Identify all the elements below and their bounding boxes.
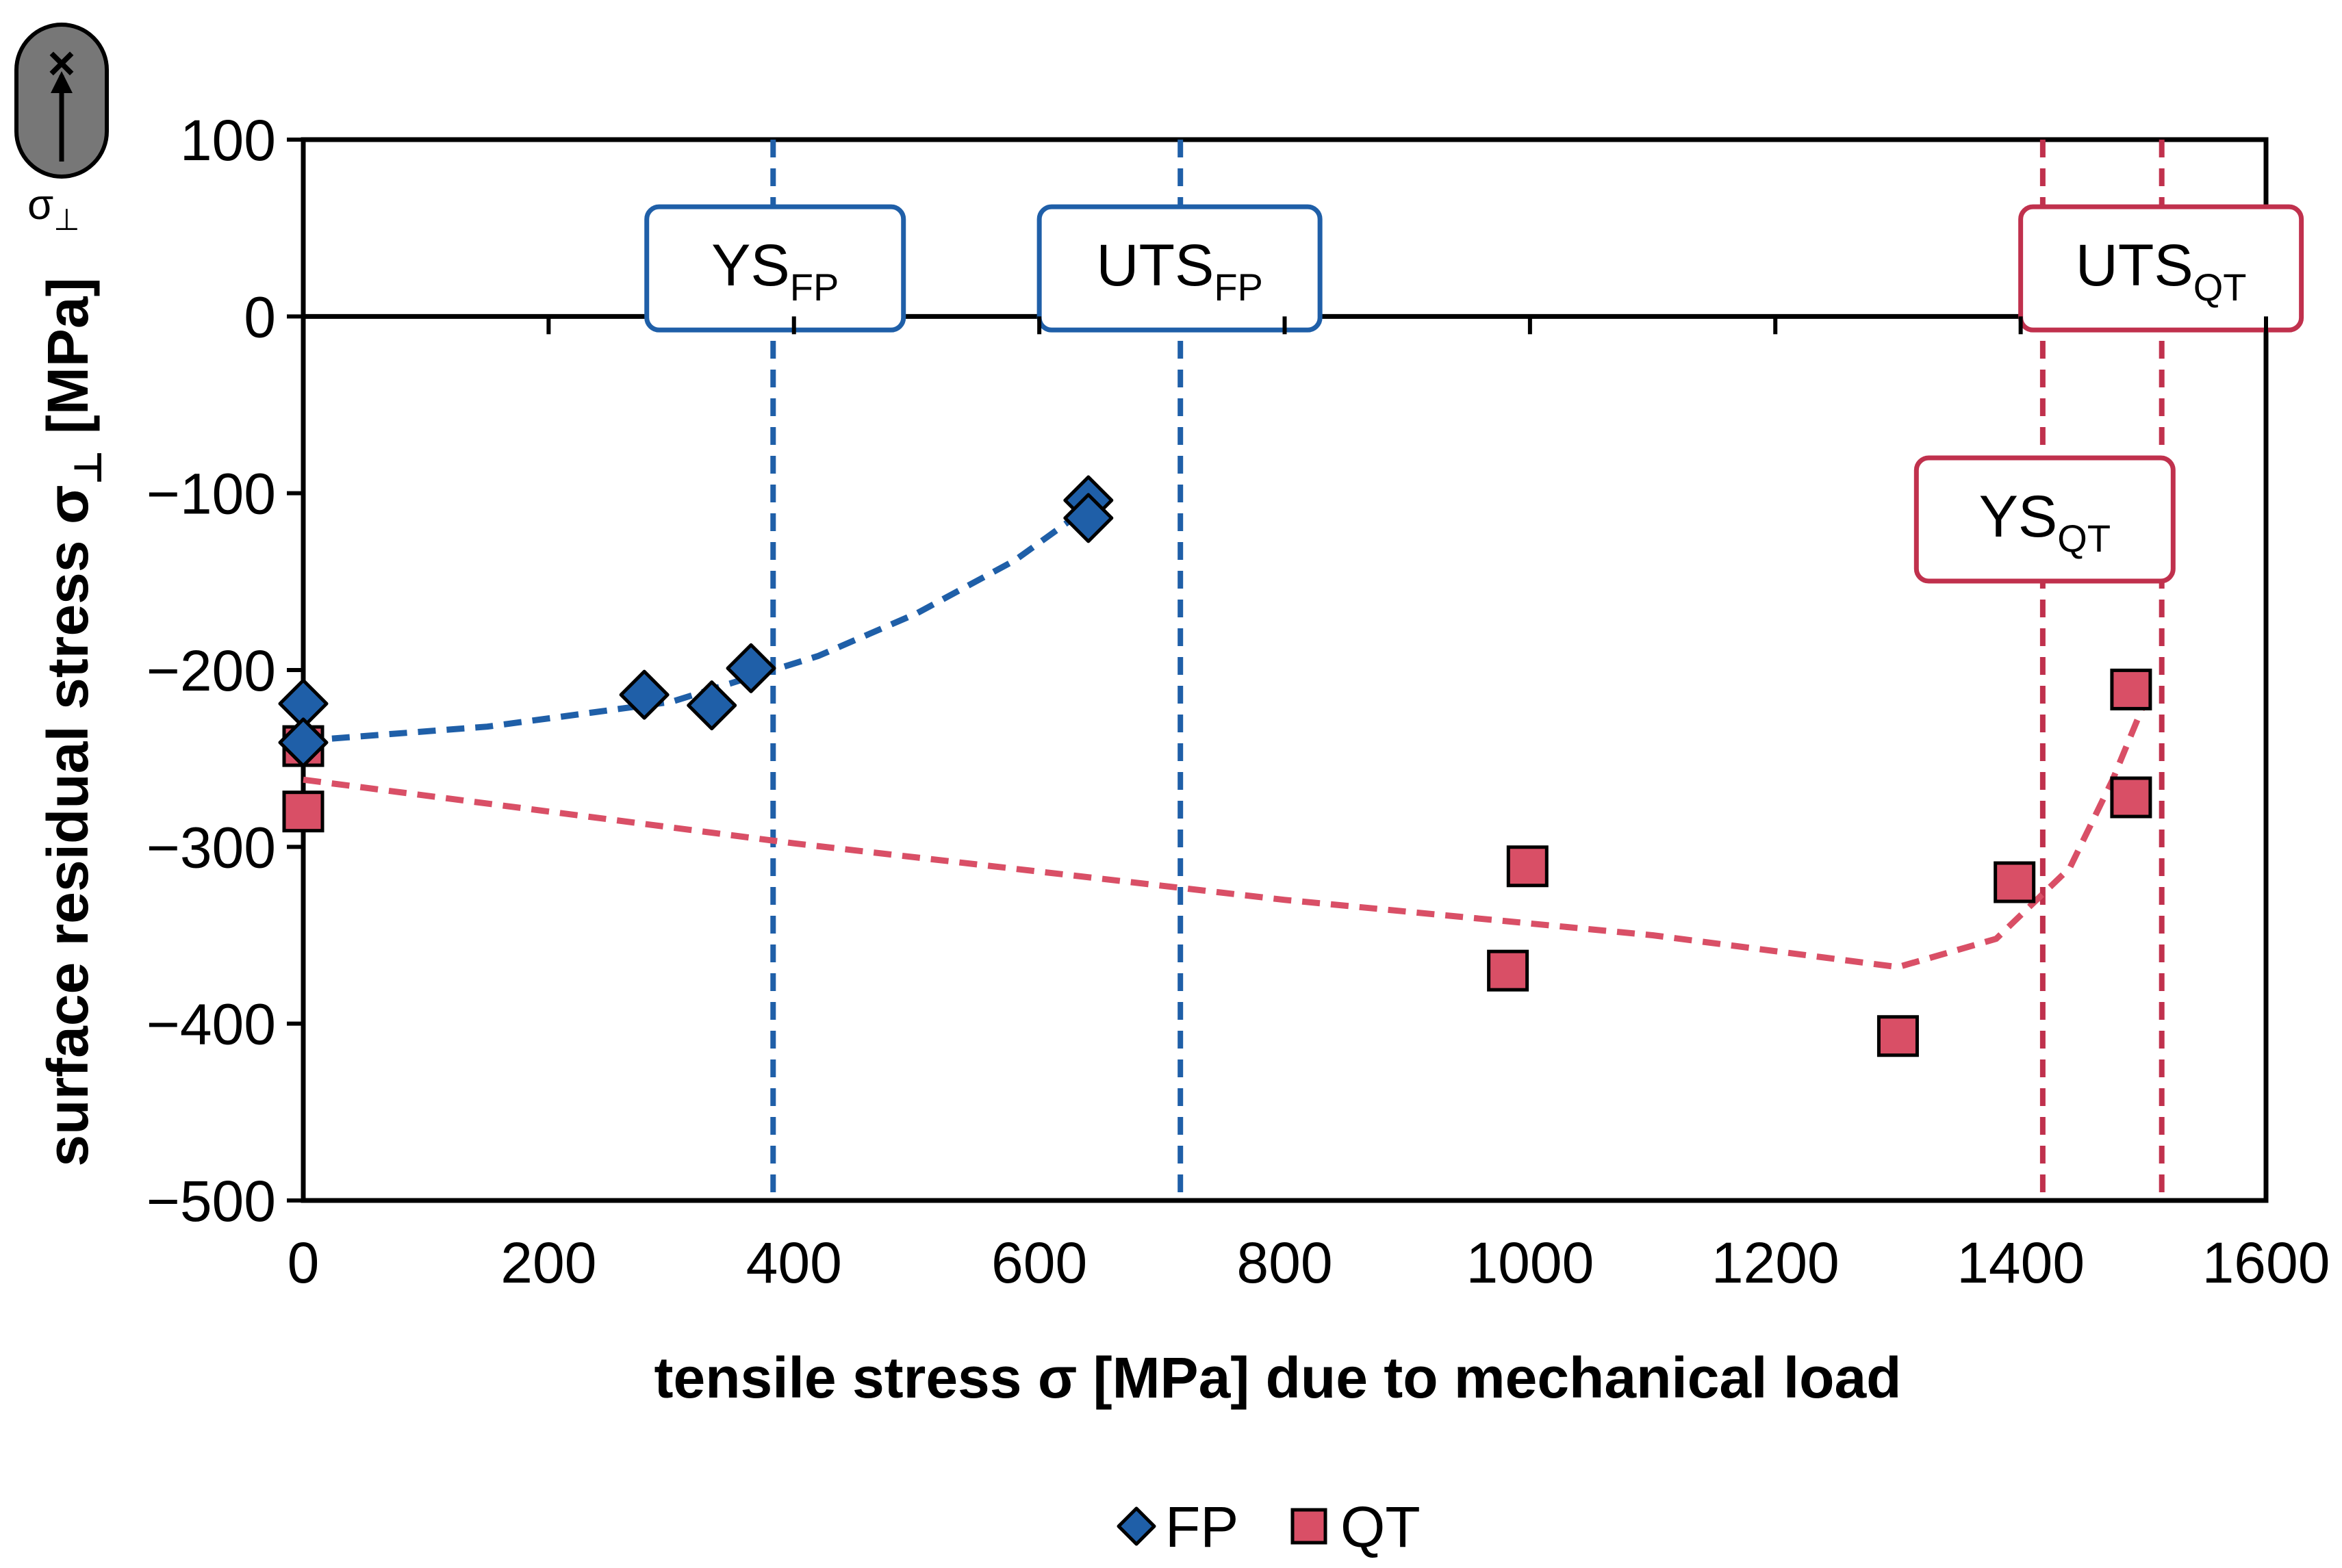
data-point-fp: [726, 643, 776, 693]
legend-label-qt: QT: [1340, 1495, 1421, 1559]
data-point-qt: [282, 791, 324, 833]
x-tick-label: 600: [991, 1231, 1087, 1295]
x-tick-label: 200: [500, 1231, 596, 1295]
data-point-fp: [687, 680, 737, 731]
x-tick-label: 800: [1236, 1231, 1332, 1295]
data-point-qt: [2110, 668, 2152, 710]
y-tick-label: −400: [147, 992, 276, 1057]
legend-marker-fp: [1117, 1506, 1156, 1546]
reference-label-text-main: YS: [711, 233, 790, 298]
y-axis-title-subscript: ⊥: [66, 450, 110, 485]
y-tick-label: −300: [147, 815, 276, 879]
arrow-up-icon: [51, 71, 73, 93]
x-tick-label: 1600: [2202, 1231, 2330, 1295]
reference-label-text: UTSQT: [2076, 233, 2247, 309]
reference-label: YSQT: [1913, 455, 2176, 584]
y-tick-label: −500: [147, 1169, 276, 1233]
reference-label-box: [644, 204, 906, 333]
data-point-qt: [1487, 949, 1529, 992]
reference-label-box: [1913, 455, 2176, 584]
y-tick-label: −200: [147, 639, 276, 703]
corner-icon-label-subscript: ⊥: [53, 203, 79, 237]
trend-lines-group: [303, 504, 2146, 971]
y-axis-title-unit: [MPa]: [36, 277, 100, 450]
y-tick-label: −100: [147, 462, 276, 526]
data-point-fp: [619, 669, 670, 720]
legend-marker-qt: [1290, 1508, 1327, 1545]
y-axis-title-main: surface residual stress σ: [36, 485, 100, 1167]
data-point-qt: [1876, 1015, 1919, 1057]
y-tick-label: 0: [244, 285, 276, 349]
reference-label-text-main: YS: [1979, 484, 2058, 550]
cross-x-icon: ×: [48, 36, 76, 90]
reference-label: UTSFP: [1036, 204, 1323, 333]
corner-icon-group: × σ⊥: [14, 23, 109, 237]
reference-label: UTSQT: [2018, 204, 2304, 333]
axes-group: 0 200 400 600 800 1000 1200 1400 16001000−100−20…: [36, 108, 2330, 1410]
x-tick-label: 400: [746, 1231, 842, 1295]
data-point-fp: [278, 717, 329, 768]
data-point-fp: [1063, 493, 1114, 543]
x-axis-title: tensile stress σ [MPa] due to mechanical…: [654, 1346, 1902, 1410]
reference-label-box: [1036, 204, 1323, 333]
reference-label-text: YSFP: [711, 233, 839, 309]
legend-label-fp: FP: [1165, 1495, 1238, 1559]
x-tick-label: 1400: [1957, 1231, 2085, 1295]
reference-label-text-subscript: QT: [2057, 517, 2111, 560]
reference-label-text-main: UTS: [1096, 233, 1214, 298]
data-point-qt: [1506, 845, 1549, 888]
data-points-group: [278, 475, 2152, 1057]
reference-label-text-main: UTS: [2076, 233, 2193, 298]
cross-section-icon: × σ⊥: [14, 23, 109, 237]
trend-line-qt: [303, 704, 2146, 971]
x-tick-label: 1200: [1711, 1231, 1840, 1295]
trend-line-fp: [303, 504, 1091, 744]
reference-label-text-subscript: QT: [2193, 266, 2247, 309]
data-point-qt: [2110, 776, 2152, 819]
corner-icon-label: σ⊥: [27, 181, 80, 237]
reference-label-text: UTSFP: [1096, 233, 1263, 309]
reference-label-text: YSQT: [1979, 484, 2111, 560]
reference-label: YSFP: [644, 204, 906, 333]
y-tick-label: 100: [180, 108, 276, 172]
reference-label-text-subscript: FP: [790, 266, 839, 309]
reference-label-box: [2018, 204, 2304, 333]
x-tick-label: 1000: [1466, 1231, 1594, 1295]
reference-label-text-subscript: FP: [1214, 266, 1263, 309]
reference-lines-group: [770, 140, 2165, 1200]
data-point-qt: [1994, 861, 2036, 903]
legend: FP QT: [1117, 1495, 1421, 1559]
corner-icon-label-main: σ: [27, 181, 53, 229]
y-axis-title: surface residual stress σ⊥ [MPa]: [36, 277, 110, 1166]
x-tick-label: 0: [288, 1231, 320, 1295]
